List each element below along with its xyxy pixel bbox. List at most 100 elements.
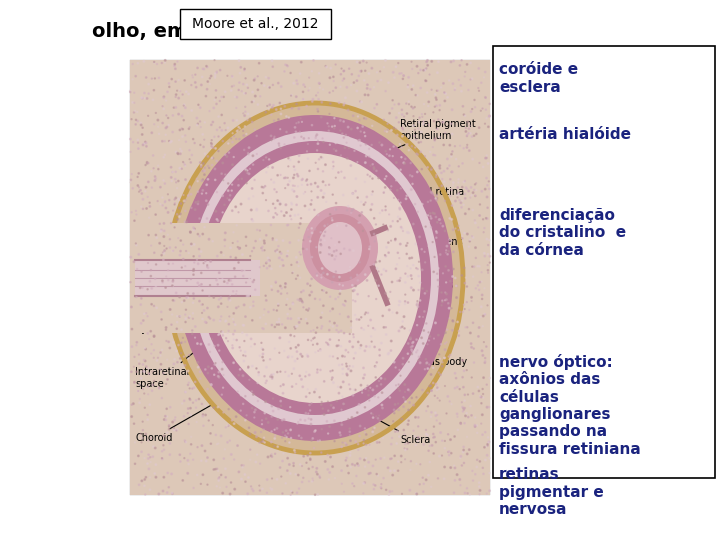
Point	[276, 457, 288, 465]
Point	[446, 201, 458, 210]
Point	[159, 197, 171, 206]
Point	[401, 109, 413, 118]
Point	[384, 393, 395, 402]
Point	[311, 271, 323, 280]
Point	[390, 63, 402, 71]
Point	[338, 329, 350, 338]
Point	[323, 122, 335, 131]
Point	[470, 254, 482, 262]
Point	[258, 239, 270, 247]
Point	[456, 232, 468, 240]
Point	[447, 225, 459, 234]
Point	[353, 218, 364, 227]
Point	[171, 288, 182, 297]
Point	[151, 233, 163, 242]
Point	[302, 319, 313, 328]
Point	[251, 364, 262, 373]
Point	[382, 226, 394, 234]
Point	[460, 411, 472, 420]
Point	[136, 476, 148, 485]
Text: Sclera: Sclera	[377, 420, 431, 445]
Point	[171, 318, 183, 327]
Point	[127, 400, 139, 408]
Bar	[135, 260, 260, 296]
Point	[365, 332, 377, 341]
Point	[150, 231, 161, 239]
Point	[227, 239, 238, 247]
Point	[134, 395, 145, 403]
Point	[356, 198, 367, 206]
Point	[457, 102, 469, 111]
Point	[377, 206, 388, 215]
Point	[296, 375, 307, 384]
Point	[282, 295, 293, 303]
Point	[390, 158, 402, 167]
Point	[382, 238, 394, 247]
Point	[482, 181, 493, 190]
Point	[451, 281, 462, 290]
Point	[338, 488, 350, 496]
Point	[211, 188, 222, 197]
Point	[431, 233, 442, 242]
Point	[363, 391, 374, 400]
Point	[336, 64, 347, 73]
Point	[453, 221, 464, 230]
Point	[219, 177, 230, 186]
Point	[363, 321, 374, 330]
Point	[236, 266, 248, 275]
Point	[138, 360, 149, 369]
Point	[212, 341, 224, 349]
Point	[185, 158, 197, 167]
Point	[188, 294, 199, 303]
Point	[130, 120, 141, 129]
Point	[132, 451, 144, 460]
Point	[228, 132, 240, 140]
Point	[303, 414, 315, 423]
Point	[359, 370, 370, 379]
Point	[211, 276, 222, 285]
Point	[356, 67, 367, 76]
Point	[189, 225, 200, 233]
Point	[279, 368, 291, 376]
Point	[423, 217, 435, 226]
Point	[239, 65, 251, 73]
Point	[329, 437, 341, 445]
Point	[482, 261, 493, 269]
Point	[215, 299, 227, 308]
Point	[264, 256, 275, 265]
Point	[181, 293, 192, 302]
Point	[343, 364, 354, 373]
Point	[402, 262, 413, 271]
Point	[347, 190, 359, 198]
Point	[275, 199, 287, 208]
Point	[326, 278, 338, 287]
Point	[239, 470, 251, 479]
Point	[247, 217, 258, 225]
Point	[233, 208, 244, 217]
Point	[310, 348, 321, 356]
Point	[312, 139, 324, 148]
Point	[277, 261, 289, 270]
Point	[444, 314, 456, 322]
Point	[353, 446, 364, 454]
Point	[405, 333, 416, 342]
Point	[285, 69, 297, 77]
Point	[184, 155, 195, 164]
Point	[181, 218, 192, 226]
Point	[410, 393, 422, 402]
Point	[359, 178, 371, 186]
Point	[267, 63, 279, 71]
Point	[407, 342, 418, 350]
Point	[455, 420, 467, 428]
Point	[158, 249, 170, 258]
Point	[202, 77, 214, 86]
Point	[279, 184, 291, 192]
Point	[428, 422, 440, 431]
Point	[228, 376, 239, 385]
Point	[227, 280, 238, 289]
Point	[168, 424, 180, 433]
Point	[437, 269, 449, 278]
Point	[400, 297, 411, 306]
Point	[285, 314, 297, 323]
Point	[410, 143, 421, 152]
